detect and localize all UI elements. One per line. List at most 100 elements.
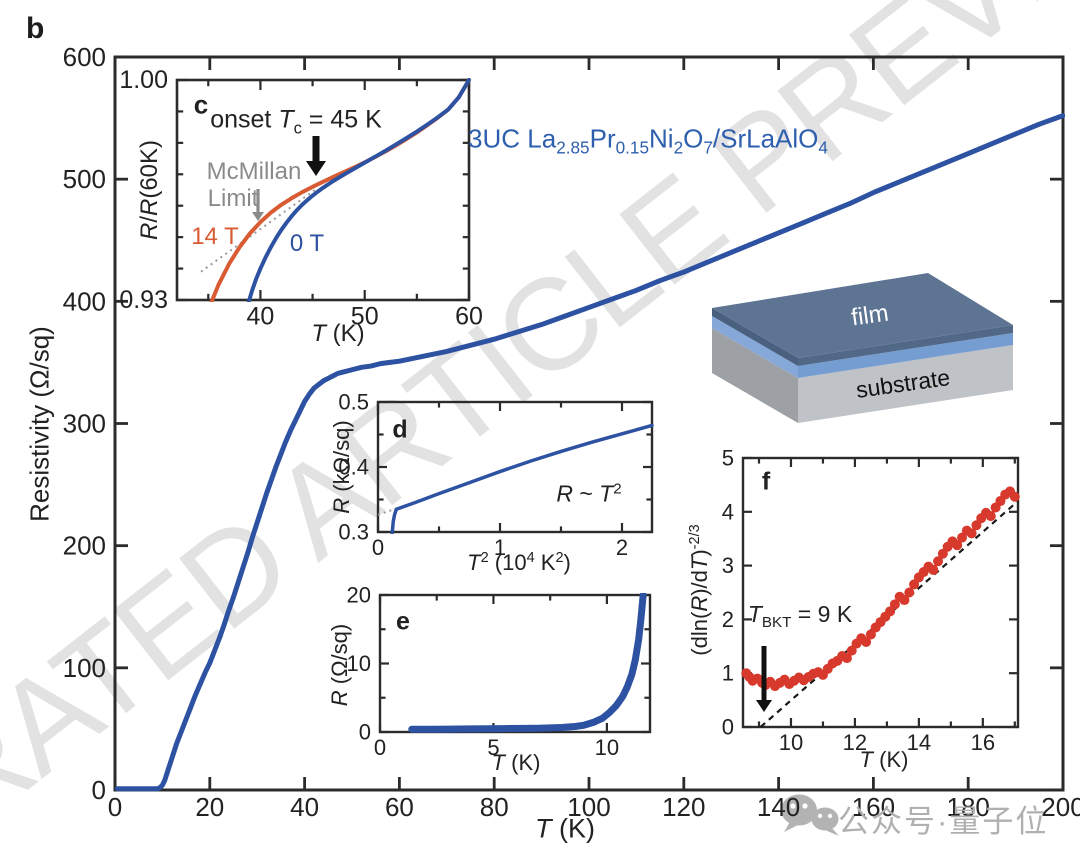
main-xtick-label: 40 [290, 792, 319, 822]
bkt-data-point [885, 606, 896, 617]
f-xtick-label: 12 [843, 730, 867, 755]
f-ytick-label: 4 [722, 499, 734, 524]
bkt-data-point [846, 645, 857, 656]
main-ytick-label: 500 [63, 164, 106, 194]
bkt-data-point [937, 548, 948, 559]
bkt-data-point [899, 595, 910, 606]
panel-f-label: f [761, 467, 771, 496]
c-xtick-label: 60 [455, 303, 483, 331]
main-xtick-label: 200 [1041, 792, 1080, 822]
c-xtick-label: 50 [351, 303, 379, 331]
panel-e-label: e [396, 607, 410, 636]
e-ytick-label: 0 [359, 720, 371, 745]
bkt-data-point [865, 629, 876, 640]
R-vs-T2 [390, 423, 654, 534]
main-ytick-label: 0 [92, 775, 106, 805]
bkt-data-point [889, 599, 900, 610]
e-ytick-label: 20 [347, 583, 371, 608]
film-left-face [712, 308, 798, 366]
main-xtick-label: 100 [567, 792, 610, 822]
f-ytick-label: 5 [722, 446, 734, 471]
panel-b-label: b [26, 12, 45, 45]
d-xlabel: T2 (104 K2) [467, 550, 571, 575]
main-xtick-label: 80 [480, 792, 509, 822]
label-14T: 14 T [191, 223, 239, 250]
bkt-data-line [745, 489, 1016, 688]
bkt-data-point [952, 540, 963, 551]
f-ytick-label: 1 [722, 661, 734, 686]
main-ytick-label: 600 [63, 42, 106, 72]
e-ytick-label: 10 [347, 651, 371, 676]
film-substrate-schematic [712, 273, 1013, 423]
d-xtick-label: 2 [616, 535, 628, 560]
film-top-face [712, 273, 1013, 358]
main-xtick-label: 140 [757, 792, 800, 822]
wechat-icon [781, 794, 839, 836]
e-xtick-label: 5 [487, 735, 499, 760]
d-ytick-label: 0.4 [338, 455, 369, 480]
main-xlabel: T (K) [535, 813, 595, 844]
c-arrowhead [306, 161, 326, 176]
substrate-front-face [798, 345, 1013, 423]
bkt-data-point [933, 556, 944, 567]
r-t2-annotation: R ~ T2 [556, 480, 622, 507]
main-xtick-label: 0 [108, 792, 122, 822]
d-ytick-label: 0.5 [338, 390, 369, 415]
mcmillan-limit-line1: McMillan [206, 158, 302, 185]
bkt-data-point [1009, 491, 1020, 502]
f-ytick-label: 3 [722, 553, 734, 578]
film-label: film [849, 299, 891, 332]
curve-0T [246, 78, 471, 302]
f-xtick-label: 14 [907, 730, 931, 755]
layer-left-face [712, 316, 798, 378]
bkt-data-point [957, 532, 968, 543]
f-xtick-label: 10 [779, 730, 803, 755]
bkt-data-point [909, 579, 920, 590]
c-frame [175, 78, 471, 302]
label-0T: 0 T [289, 230, 325, 257]
e-xtick-label: 0 [374, 735, 386, 760]
main-ytick-label: 400 [63, 286, 106, 316]
onset-tc-annotation: onset Tc = 45 K [210, 105, 382, 138]
resistivity-vs-T [114, 113, 1065, 792]
bkt-data-point [971, 520, 982, 531]
bkt-data-point [985, 511, 996, 522]
c-xlabel: T (K) [311, 320, 365, 347]
main-ytick-label: 100 [63, 653, 106, 683]
sample-composition-label: 3UC La2.85Pr0.15Ni2O7/SrLaAlO4 [468, 123, 828, 158]
main-xtick-label: 160 [852, 792, 895, 822]
bkt-data-point [928, 564, 939, 575]
panel-d-label: d [392, 415, 408, 444]
bkt-fit-line [759, 500, 1019, 728]
main-ytick-label: 300 [63, 409, 106, 439]
bkt-data-point [904, 587, 915, 598]
d-xtick-label: 1 [494, 535, 506, 560]
substrate-left-face [712, 328, 798, 423]
main-xtick-label: 180 [947, 792, 990, 822]
R-vs-T-low [408, 593, 647, 733]
layer-front-face [798, 333, 1013, 378]
f-frame [741, 456, 1020, 729]
c-ylabel: R/R(60K) [136, 139, 163, 241]
main-xtick-label: 60 [385, 792, 414, 822]
d-ylabel: R (kΩ/sq) [329, 420, 354, 514]
c-xtick-label: 40 [247, 303, 275, 331]
e-ylabel: R (Ω/sq) [327, 623, 352, 707]
bkt-data-point [861, 636, 872, 647]
f-ytick-label: 2 [722, 607, 734, 632]
c-arrowhead [252, 212, 264, 221]
d-xtick-label: 0 [372, 535, 384, 560]
main-xtick-label: 20 [195, 792, 224, 822]
f-xtick-label: 16 [971, 730, 995, 755]
main-ylabel: Resistivity (Ω/sq) [24, 326, 55, 522]
f-ytick-label: 0 [722, 715, 734, 740]
bkt-data-point [841, 653, 852, 664]
f-xlabel: T (K) [859, 747, 909, 772]
main-ytick-label: 200 [63, 531, 106, 561]
panel-c-label: c [193, 89, 209, 120]
c-ytick-label: 1.00 [119, 66, 168, 94]
wechat-watermark-text: 公众号·量子位 [838, 804, 1049, 839]
f-ylabel: (dln(R)/dT)-2/3 [687, 524, 712, 656]
